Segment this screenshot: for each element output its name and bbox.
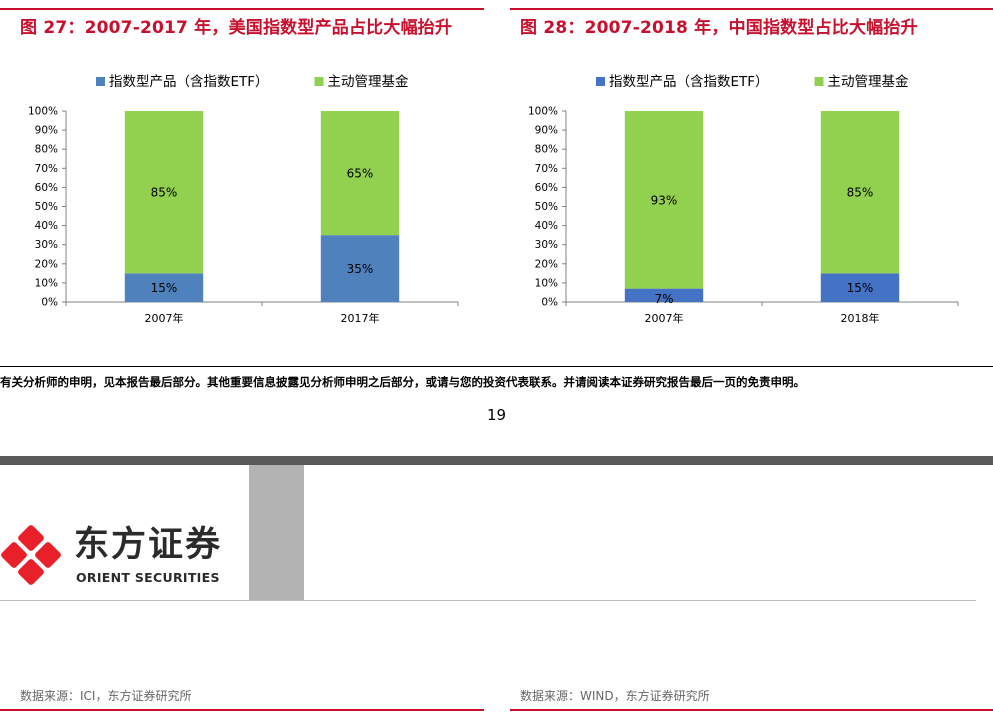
bar-index-products [124,273,204,302]
bar-data-label: 15% [847,281,874,295]
figure-27-bottom-rule [0,709,484,711]
y-tick-label: 80% [35,144,58,156]
y-tick-label: 40% [35,220,58,232]
bar-active-funds [820,111,900,274]
bar-index-products [320,235,400,302]
bar-index-products [624,288,704,302]
bar-index-products [820,273,900,302]
page-number: 19 [486,406,507,424]
orient-securities-logo: 东方证券 ORIENT SECURITIES [0,522,240,592]
legend-label-active-funds: 主动管理基金 [328,73,409,90]
bar-data-label: 93% [651,193,678,207]
bar-active-funds [624,111,704,289]
figure-27-title: 图 27：2007-2017 年，美国指数型产品占比大幅抬升 [20,18,453,38]
y-tick-label: 10% [35,277,58,289]
y-tick-label: 70% [35,163,58,175]
logo-diamond-shape [35,542,61,568]
analyst-disclaimer: 有关分析师的申明，见本报告最后部分。其他重要信息披露见分析师申明之后部分，或请与… [0,366,993,394]
x-tick-label: 2017年 [341,311,380,325]
y-tick-label: 60% [535,182,558,194]
logo-diamond-shape [18,559,44,585]
orient-securities-logo-mark [1,525,61,585]
y-tick-label: 90% [35,125,58,137]
legend-label-index-products: 指数型产品（含指数ETF） [609,74,769,90]
bar-data-label: 15% [151,281,178,295]
legend-swatch-active-funds [314,77,324,86]
figure-27-chart: 指数型产品（含指数ETF） 主动管理基金 0% 10% 20% 30% 40% 50% 60% 7… [28,73,459,325]
logo-diamond-shape [1,542,27,568]
bar-data-label: 35% [347,262,374,276]
header-gray-block [249,465,304,601]
figure-28-chart: 指数型产品（含指数ETF） 主动管理基金 0% 10% 20% 30% 40% 50% 60% 7… [528,73,959,325]
y-tick-label: 80% [535,144,558,156]
logo-diamond-shape [18,525,44,551]
y-tick-label: 0% [541,297,558,309]
y-tick-label: 100% [528,106,558,118]
y-tick-label: 10% [535,277,558,289]
y-tick-label: 0% [41,297,58,309]
x-tick-label: 2018年 [841,311,880,325]
y-tick-label: 70% [535,163,558,175]
legend-swatch-active-funds [814,77,824,86]
figure-27-top-rule [0,8,484,10]
y-tick-label: 100% [28,106,58,118]
figure-28-top-rule [510,8,993,10]
legend-label-active-funds: 主动管理基金 [828,73,909,90]
bar-data-label: 85% [847,186,874,200]
x-tick-label: 2007年 [645,311,684,325]
legend-label-index-products: 指数型产品（含指数ETF） [109,74,269,90]
figure-28-bottom-rule [510,709,993,711]
figure-27-source: 数据来源：ICI，东方证券研究所 [20,689,192,703]
y-tick-label: 50% [535,201,558,213]
page-header-band [0,456,993,465]
x-tick-label: 2007年 [145,311,184,325]
header-divider [0,600,976,601]
legend-swatch-index-products [596,77,605,86]
figure-28-source: 数据来源：WIND，东方证券研究所 [520,689,710,703]
figure-28-title: 图 28：2007-2018 年，中国指数型占比大幅抬升 [520,18,918,38]
bar-data-label: 85% [151,186,178,200]
bar-data-label: 7% [654,292,673,306]
bar-active-funds [124,111,204,274]
y-tick-label: 30% [35,239,58,251]
y-tick-label: 60% [35,182,58,194]
y-tick-label: 40% [535,220,558,232]
bar-data-label: 65% [347,167,374,181]
legend-swatch-index-products [96,77,105,86]
y-tick-label: 50% [35,201,58,213]
logo-english-name: ORIENT SECURITIES [76,570,220,585]
y-tick-label: 30% [535,239,558,251]
bar-active-funds [320,111,400,236]
y-tick-label: 20% [35,258,58,270]
y-tick-label: 90% [535,125,558,137]
y-tick-label: 20% [535,258,558,270]
logo-chinese-name: 东方证券 [74,525,223,565]
